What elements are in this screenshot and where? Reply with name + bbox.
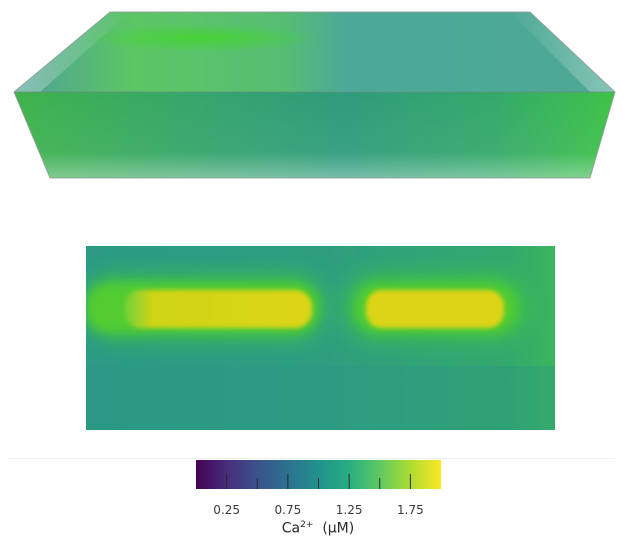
colorbar [196,460,441,489]
volume-hot-streak [80,24,320,52]
slice-heatmap [86,246,555,430]
colorbar-tick-label-2: 1.25 [335,503,363,517]
colorbar-title: Ca2+ (µM) [282,520,354,537]
divider [8,458,615,459]
colorbar-title-unit: (µM) [322,520,355,537]
colorbar-ticks [226,474,411,489]
colorbar-title-main: Ca [281,520,301,537]
colorbar-tick-label-0: 0.25 [213,503,240,517]
colorbar-tick-label-3: 1.75 [397,503,424,517]
slice-hotspots [124,290,504,328]
colorbar-tick-label-1: 0.75 [274,503,302,517]
colorbar-title-sup: 2+ [300,520,314,530]
volume-rendering [13,11,616,179]
